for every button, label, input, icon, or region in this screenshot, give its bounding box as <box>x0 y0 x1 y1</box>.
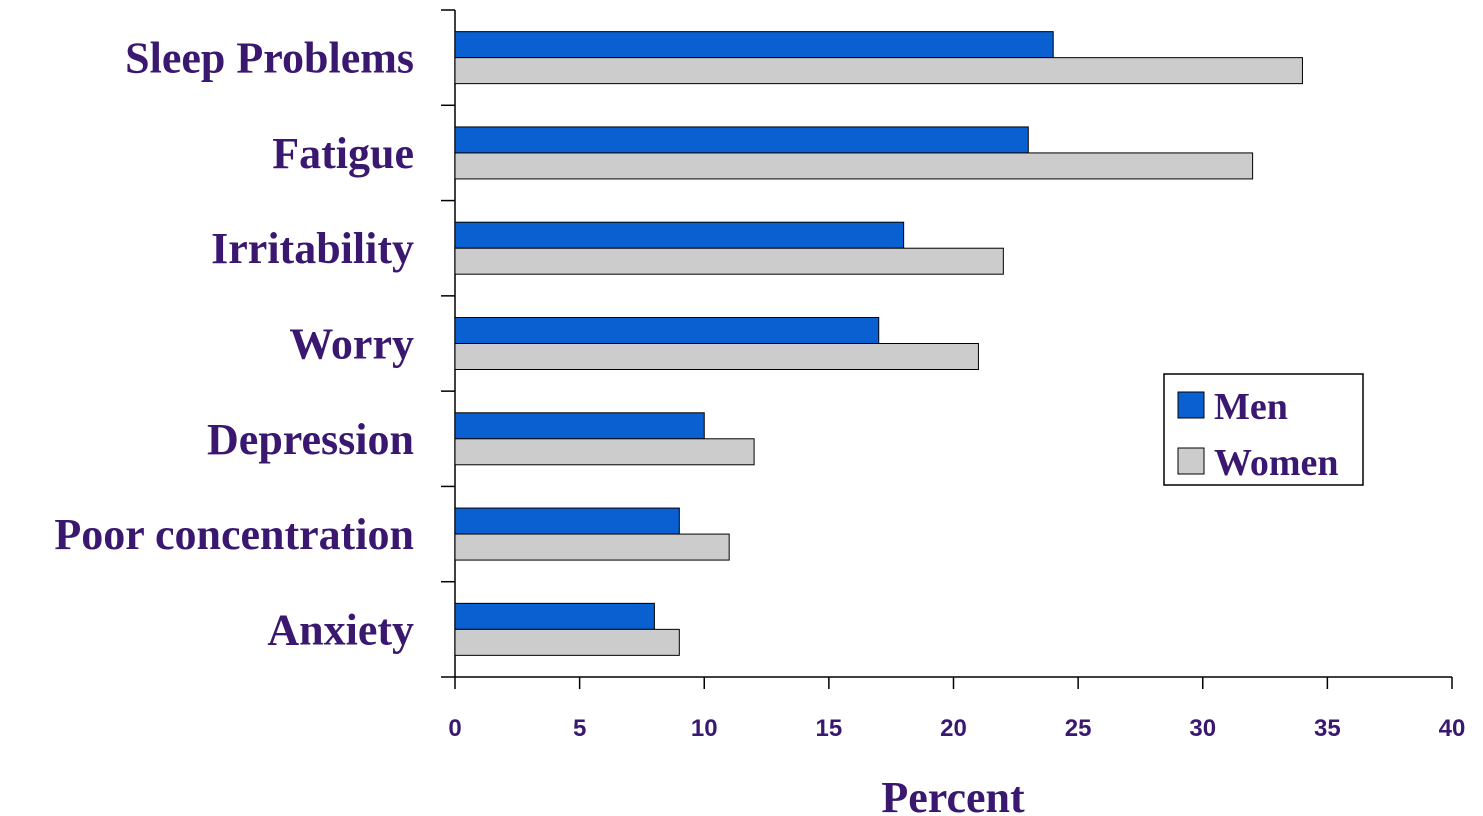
x-tick-label: 20 <box>940 715 967 742</box>
legend-label-men: Men <box>1214 386 1288 428</box>
x-tick-label: 25 <box>1065 715 1092 742</box>
bar-women-irritability <box>454 247 1004 275</box>
category-label: Anxiety <box>267 605 414 654</box>
bar-men-worry <box>454 317 880 344</box>
bar-men-irritability <box>454 221 905 249</box>
bar-women-worry <box>454 343 979 370</box>
bar-women-poor-concentration <box>454 533 730 561</box>
legend: Men Women <box>1163 373 1364 486</box>
category-label: Sleep Problems <box>125 34 414 83</box>
x-axis-title: Percent <box>881 773 1025 816</box>
bar-women-anxiety <box>454 628 680 656</box>
x-tick-label: 0 <box>448 715 461 742</box>
bar-men-depression <box>454 412 705 440</box>
x-tick-label: 40 <box>1439 715 1466 742</box>
category-label: Irritability <box>211 224 414 273</box>
category-labels: Sleep Problems Fatigue Irritability Worry De… <box>54 34 414 655</box>
x-tick-label: 15 <box>816 715 843 742</box>
legend-swatch-women <box>1177 447 1205 475</box>
bar-men-anxiety <box>454 602 655 630</box>
bar-men-fatigue <box>454 126 1029 154</box>
bar-women-sleep-problems <box>454 57 1303 85</box>
category-label: Depression <box>207 415 414 464</box>
legend-label-women: Women <box>1214 442 1339 484</box>
x-tick-label: 35 <box>1314 715 1341 742</box>
category-label: Poor concentration <box>54 510 414 559</box>
x-tick-label: 30 <box>1189 715 1216 742</box>
bar-men-poor-concentration <box>454 507 680 535</box>
category-label: Worry <box>289 320 414 369</box>
x-tick-label: 10 <box>691 715 718 742</box>
bars <box>454 31 1303 656</box>
x-tick-labels: 0 5 10 15 20 25 30 35 40 <box>448 715 1465 742</box>
legend-swatch-men <box>1177 391 1205 419</box>
bar-women-depression <box>454 438 755 466</box>
x-tick-label: 5 <box>573 715 586 742</box>
bar-men-sleep-problems <box>454 31 1054 59</box>
bar-women-fatigue <box>454 152 1254 180</box>
category-label: Fatigue <box>272 129 414 178</box>
